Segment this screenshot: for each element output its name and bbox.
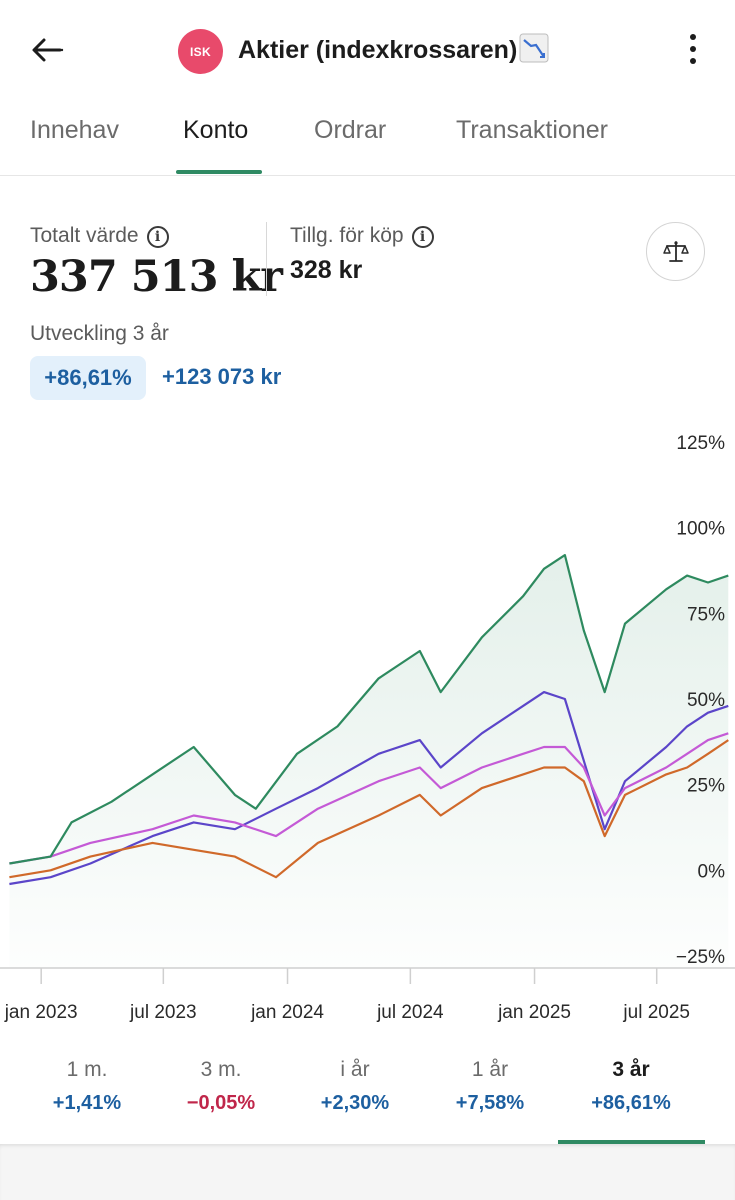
- period-return: +86,61%: [591, 1092, 671, 1114]
- divider: [266, 222, 267, 296]
- x-tick-label: jan 2023: [4, 1002, 78, 1023]
- y-tick-label: 75%: [687, 604, 725, 625]
- balance-scale-icon: [662, 240, 689, 262]
- arrow-left-icon[interactable]: [26, 30, 66, 70]
- period-1m[interactable]: 1 m. +1,41%: [22, 1058, 152, 1115]
- period-selector: 1 m. +1,41% 3 m. −0,05% i år +2,30% 1 år…: [0, 1040, 735, 1144]
- y-tick-label: 25%: [687, 776, 725, 797]
- y-tick-label: 100%: [676, 519, 725, 540]
- bottom-strip: [0, 1144, 735, 1200]
- tab-konto[interactable]: Konto: [183, 116, 249, 144]
- y-tick-label: 0%: [698, 861, 726, 882]
- x-tick-label: jul 2024: [376, 1002, 444, 1023]
- title-text: Aktier (indexkrossaren): [238, 36, 518, 64]
- info-icon[interactable]: i: [146, 226, 169, 248]
- period-label: 1 år: [471, 1058, 509, 1081]
- available-label: Tillg. för köp i: [290, 224, 434, 248]
- tab-transaktioner[interactable]: Transaktioner: [456, 116, 608, 144]
- period-3m[interactable]: 3 m. −0,05%: [156, 1058, 286, 1115]
- period-return: +2,30%: [320, 1092, 390, 1114]
- period-label: i år: [340, 1058, 370, 1081]
- tab-ordrar[interactable]: Ordrar: [314, 116, 387, 144]
- y-tick-label: 125%: [676, 433, 725, 454]
- x-tick-label: jul 2025: [622, 1002, 690, 1023]
- performance-chart[interactable]: 125% 100% 75% 50% 25% 0% −25% jan 2023 jul 2023 j…: [0, 420, 735, 1040]
- development-percent-badge: +86,61%: [30, 356, 146, 400]
- top-app-bar: ISK Aktier (indexkrossaren): [0, 0, 735, 100]
- period-label: 1 m.: [66, 1058, 108, 1081]
- total-label-text: Totalt värde: [30, 224, 139, 247]
- series-line-3: [9, 732, 729, 865]
- period-return: +7,58%: [455, 1092, 525, 1114]
- period-return: +1,41%: [52, 1092, 122, 1114]
- compare-button[interactable]: [646, 222, 705, 281]
- active-period-indicator: [558, 1140, 705, 1144]
- development-label: Utveckling 3 år: [30, 322, 169, 345]
- more-vertical-icon[interactable]: [678, 30, 708, 72]
- total-value-label: Totalt värde i: [30, 224, 169, 248]
- series-line-1: [9, 554, 729, 865]
- period-ytd[interactable]: i år +2,30%: [290, 1058, 420, 1115]
- period-1y[interactable]: 1 år +7,58%: [425, 1058, 555, 1115]
- series-area-fill: [9, 555, 729, 968]
- period-3y[interactable]: 3 år +86,61%: [566, 1058, 696, 1115]
- x-tick-label: jan 2024: [250, 1002, 324, 1023]
- active-tab-indicator: [176, 170, 262, 174]
- development-amount: +123 073 kr: [162, 364, 282, 389]
- available-value: 328 kr: [290, 256, 363, 284]
- x-tick-label: jul 2023: [129, 1002, 197, 1023]
- series-line-4: [9, 739, 729, 879]
- y-tick-label: 50%: [687, 690, 725, 711]
- tab-bar: Innehav Konto Ordrar Transaktioner: [0, 100, 735, 176]
- total-value: 337 513 kr: [30, 252, 283, 302]
- tab-innehav[interactable]: Innehav: [30, 116, 119, 144]
- series-line-2: [9, 691, 729, 886]
- y-tick-label: −25%: [676, 947, 725, 968]
- isk-badge: ISK: [178, 29, 223, 74]
- period-label: 3 år: [612, 1058, 650, 1081]
- available-label-text: Tillg. för köp: [290, 224, 404, 247]
- period-label: 3 m.: [200, 1058, 242, 1081]
- page-title: Aktier (indexkrossaren): [238, 33, 549, 65]
- chart-decreasing-icon: [519, 33, 549, 63]
- period-return: −0,05%: [186, 1092, 256, 1114]
- x-tick-label: jan 2025: [497, 1002, 571, 1023]
- info-icon[interactable]: i: [411, 226, 434, 248]
